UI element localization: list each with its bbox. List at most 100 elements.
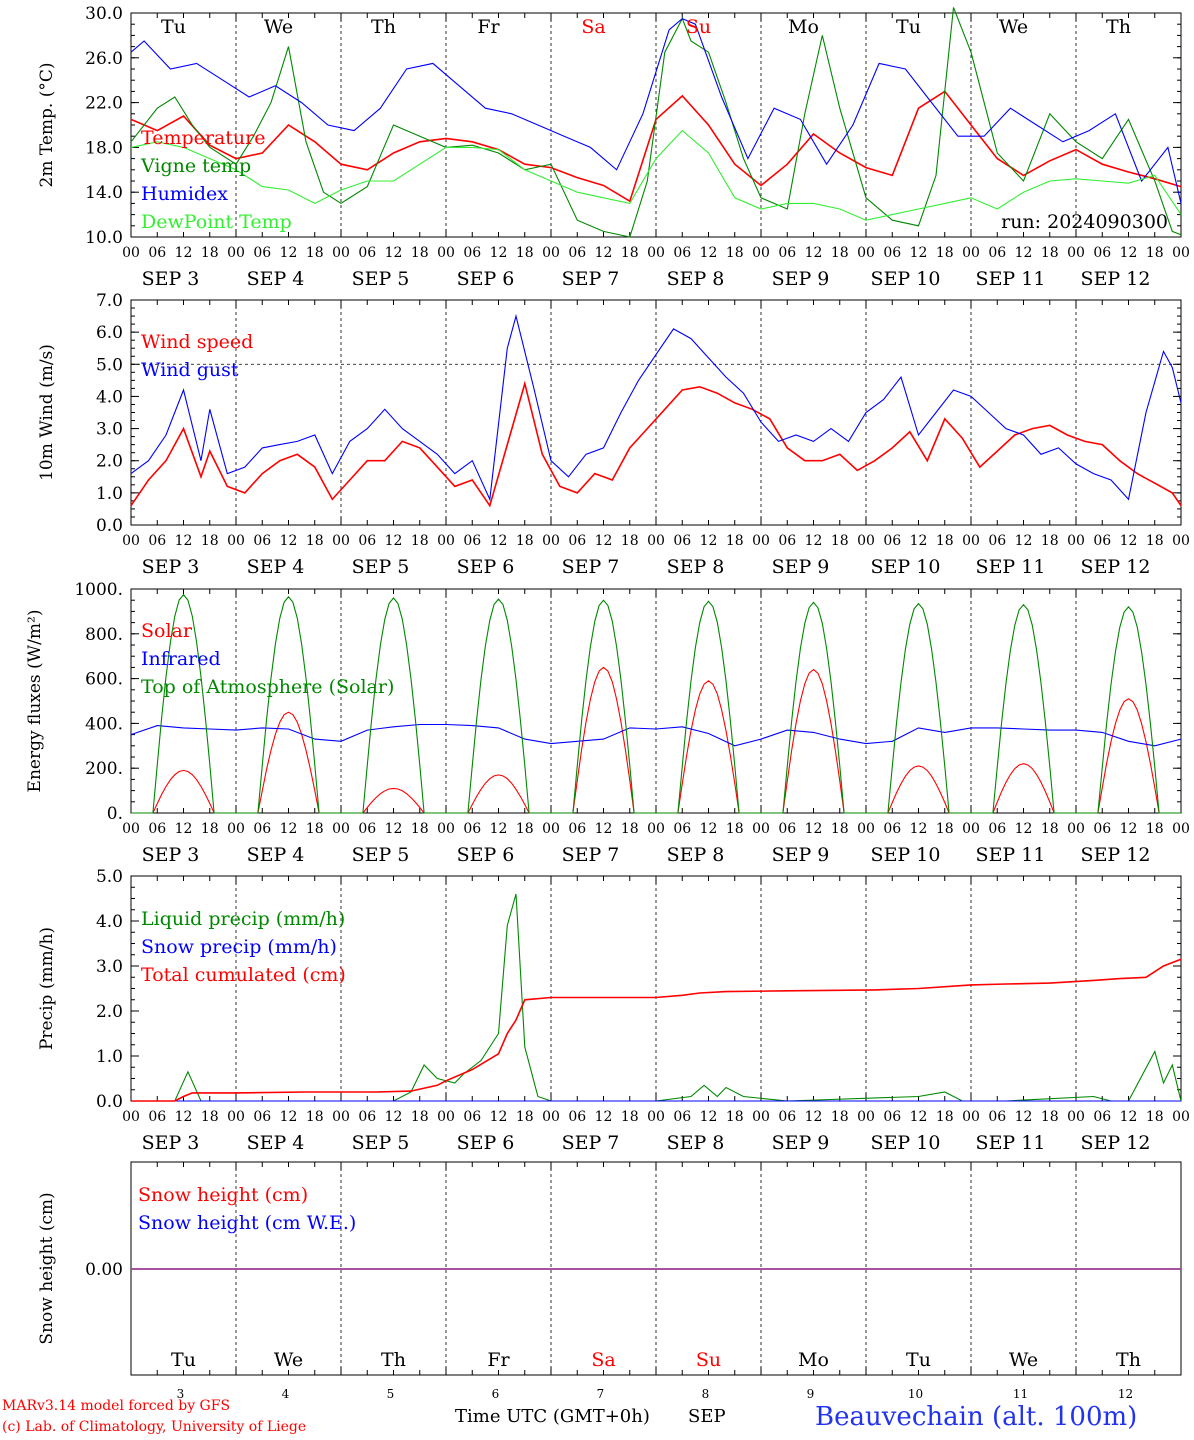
x-hour-label: 18 <box>831 1109 849 1125</box>
x-hour-label: 18 <box>726 821 744 837</box>
x-hour-label: 12 <box>700 533 718 549</box>
day-number-label: 11 <box>1013 1387 1028 1401</box>
x-hour-label: 18 <box>516 1109 534 1125</box>
x-hour-label: 12 <box>490 1109 508 1125</box>
day-name-label: Fr <box>477 16 500 38</box>
x-hour-label: 12 <box>805 533 823 549</box>
date-label: SEP 7 <box>562 268 620 290</box>
x-axis-title: Time UTC (GMT+0h) <box>455 1406 650 1427</box>
x-hour-label: 12 <box>700 1109 718 1125</box>
x-hour-label: 00 <box>962 1109 980 1125</box>
x-hour-label: 12 <box>805 821 823 837</box>
x-hour-label: 06 <box>148 1109 166 1125</box>
x-hour-label: 00 <box>962 821 980 837</box>
y-tick-label: 10.0 <box>85 228 123 248</box>
date-label: SEP 6 <box>457 268 515 290</box>
run-label: run: 2024090300 <box>1001 211 1168 233</box>
x-hour-label: 06 <box>778 1109 796 1125</box>
x-hour-label: 00 <box>437 821 455 837</box>
x-hour-label: 06 <box>463 245 481 261</box>
date-label: SEP 4 <box>247 1132 305 1154</box>
x-hour-label: 18 <box>936 533 954 549</box>
x-hour-label: 12 <box>1015 821 1033 837</box>
day-name-label: Tu <box>171 1349 196 1371</box>
x-hour-label: 18 <box>1041 245 1059 261</box>
x-hour-label: 18 <box>831 245 849 261</box>
x-hour-label: 12 <box>910 245 928 261</box>
x-hour-label: 18 <box>201 245 219 261</box>
x-hour-label: 06 <box>1093 245 1111 261</box>
x-hour-label: 00 <box>122 1109 140 1125</box>
x-hour-label: 06 <box>988 245 1006 261</box>
x-hour-label: 18 <box>621 1109 639 1125</box>
x-hour-label: 00 <box>332 533 350 549</box>
x-hour-label: 00 <box>332 821 350 837</box>
x-hour-label: 12 <box>700 245 718 261</box>
date-label: SEP 12 <box>1081 1132 1151 1154</box>
x-hour-label: 06 <box>1093 533 1111 549</box>
y-tick-label: 2.0 <box>96 452 123 472</box>
day-name-label: Th <box>1106 16 1131 38</box>
x-hour-label: 00 <box>647 245 665 261</box>
x-hour-label: 06 <box>673 245 691 261</box>
date-label: SEP 10 <box>871 556 941 578</box>
date-label: SEP 3 <box>142 556 200 578</box>
legend-entry: Top of Atmosphere (Solar) <box>141 676 394 698</box>
legend-entry: Liquid precip (mm/h) <box>141 908 345 930</box>
x-hour-label: 18 <box>1041 533 1059 549</box>
x-hour-label: 12 <box>1120 533 1138 549</box>
x-hour-label: 06 <box>463 821 481 837</box>
legend-entry: Snow height (cm W.E.) <box>138 1212 356 1234</box>
date-label: SEP 8 <box>667 844 725 866</box>
date-label: SEP 8 <box>667 268 725 290</box>
date-label: SEP 11 <box>976 844 1046 866</box>
x-hour-label: 06 <box>463 1109 481 1125</box>
series-line <box>130 723 1182 747</box>
x-hour-label: 18 <box>306 245 324 261</box>
x-hour-label: 18 <box>516 245 534 261</box>
day-name-label: Fr <box>487 1349 510 1371</box>
date-label: SEP 11 <box>976 268 1046 290</box>
y-tick-label: 800. <box>85 625 123 645</box>
y-tick-label: 14.0 <box>85 183 123 203</box>
date-label: SEP 9 <box>772 556 830 578</box>
x-hour-label: 00 <box>122 245 140 261</box>
panel-5 <box>130 1161 1182 1376</box>
x-hour-label: 00 <box>437 533 455 549</box>
series-line <box>130 17 1182 204</box>
x-hour-label: 00 <box>542 1109 560 1125</box>
x-hour-label: 00 <box>962 245 980 261</box>
x-hour-label: 00 <box>647 821 665 837</box>
x-hour-label: 00 <box>647 533 665 549</box>
y-tick-label: 6.0 <box>96 323 123 343</box>
x-hour-label: 18 <box>201 821 219 837</box>
x-hour-label: 18 <box>1041 1109 1059 1125</box>
x-hour-label: 06 <box>463 533 481 549</box>
x-hour-label: 12 <box>910 821 928 837</box>
day-number-label: 3 <box>177 1387 185 1401</box>
date-label: SEP 10 <box>871 268 941 290</box>
x-hour-label: 12 <box>490 821 508 837</box>
day-name-label: Th <box>381 1349 406 1371</box>
date-label: SEP 5 <box>352 268 410 290</box>
x-hour-label: 18 <box>831 821 849 837</box>
x-hour-label: 06 <box>253 1109 271 1125</box>
date-label: SEP 12 <box>1081 844 1151 866</box>
x-hour-label: 18 <box>411 1109 429 1125</box>
y-tick-label: 0. <box>107 804 123 824</box>
x-hour-label: 18 <box>411 821 429 837</box>
day-name-label: Mo <box>798 1349 829 1371</box>
x-hour-label: 00 <box>122 533 140 549</box>
x-hour-label: 06 <box>778 245 796 261</box>
x-hour-label: 06 <box>1093 821 1111 837</box>
y-tick-label: 600. <box>85 670 123 690</box>
y-axis-label: Precip (mm/h) <box>37 927 57 1050</box>
x-hour-label: 00 <box>962 533 980 549</box>
x-hour-label: 06 <box>883 821 901 837</box>
x-hour-label: 00 <box>1067 821 1085 837</box>
day-name-label: Th <box>371 16 396 38</box>
x-hour-label: 00 <box>1067 533 1085 549</box>
x-hour-label: 18 <box>306 533 324 549</box>
x-hour-label: 00 <box>752 821 770 837</box>
y-tick-label: 1.0 <box>96 484 123 504</box>
